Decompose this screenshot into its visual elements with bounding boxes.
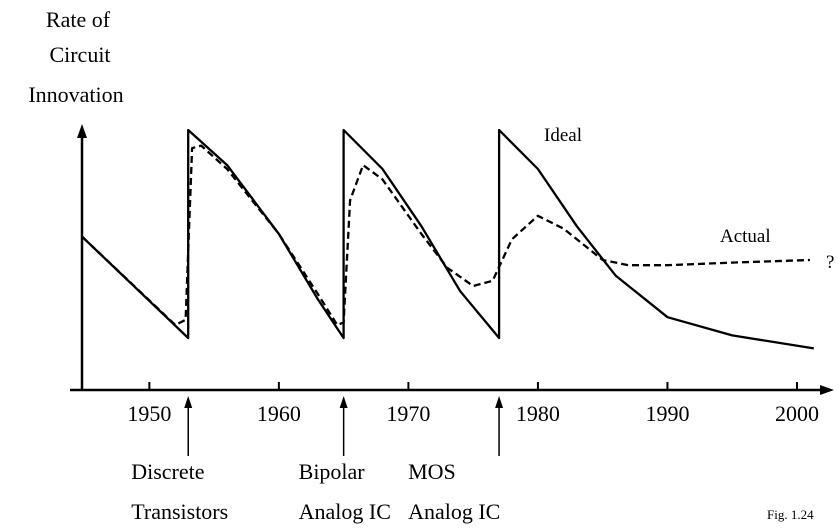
x-axis-arrow [820, 385, 834, 395]
y-label: Innovation [28, 82, 123, 107]
series-line [81, 128, 814, 350]
caption: Fig. 1.24 [767, 507, 814, 522]
series-label: Ideal [544, 125, 582, 146]
annotation-label: MOS [408, 459, 456, 484]
annotation-label: Discrete [131, 459, 204, 484]
y-axis-arrow [77, 124, 87, 138]
x-tick-label: 2000 [775, 401, 819, 426]
y-label: Circuit [49, 42, 110, 67]
x-tick-label: 1950 [127, 401, 171, 426]
series-line [81, 144, 810, 327]
x-tick-label: 1970 [386, 401, 430, 426]
annotation-arrowhead [339, 396, 348, 408]
annotation-label: Analog IC [408, 499, 500, 524]
annotation-label: Bipolar [299, 459, 366, 484]
x-tick-label: 1980 [516, 401, 560, 426]
annotation-label: Analog IC [299, 499, 391, 524]
series-label: Actual [720, 226, 771, 247]
annotation-arrowhead [495, 396, 504, 408]
x-tick-label: 1960 [257, 401, 301, 426]
annotation-arrowhead [184, 396, 193, 408]
annotation-label: Transistors [131, 499, 228, 524]
x-tick-label: 1990 [645, 401, 689, 426]
annotation: ? [826, 252, 834, 273]
y-label: Rate of [46, 7, 111, 32]
